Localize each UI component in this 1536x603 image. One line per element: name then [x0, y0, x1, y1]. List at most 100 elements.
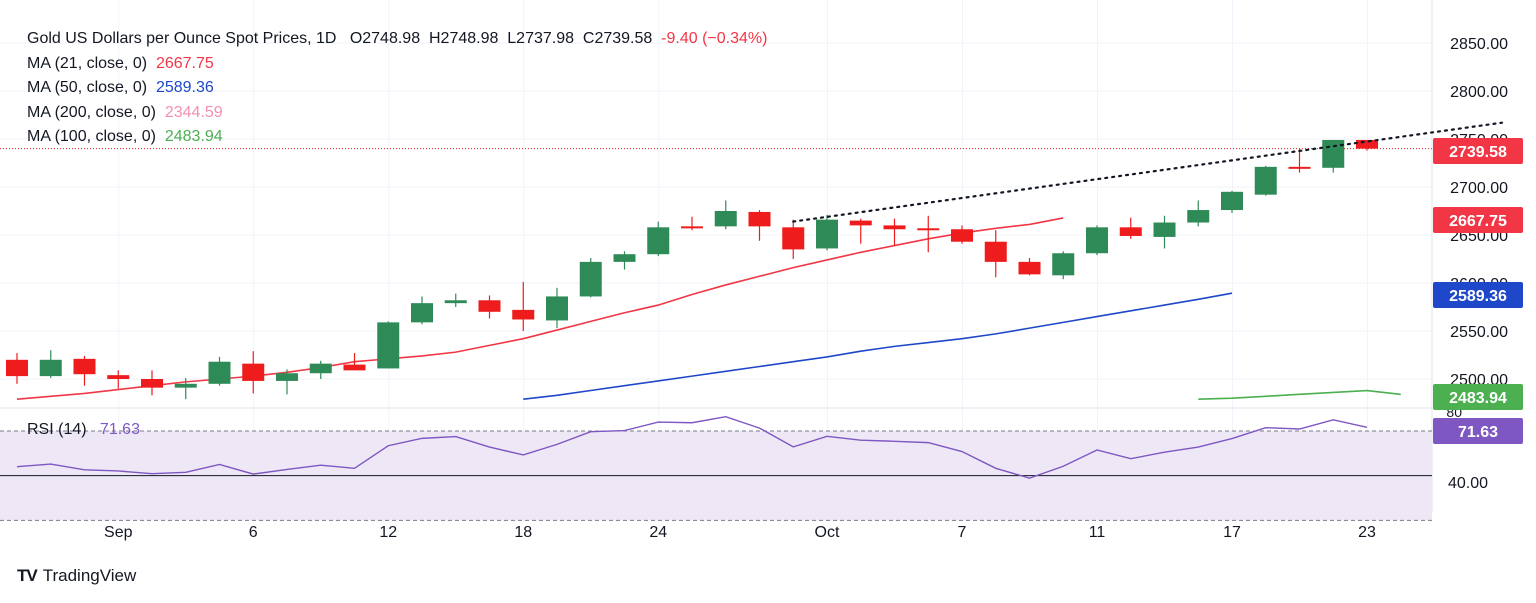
rsi-label: RSI (14) — [27, 421, 87, 438]
candle — [984, 230, 1007, 278]
candle — [276, 369, 298, 395]
legend-high: H2748.98 — [428, 30, 499, 47]
legend-ma21[interactable]: MA (21, close, 0) 2667.75 — [27, 52, 767, 77]
rsi-line — [16, 415, 1368, 479]
candle-body — [681, 226, 703, 229]
candle — [39, 350, 62, 379]
time-tick-label: 24 — [649, 524, 667, 541]
candle — [1086, 225, 1108, 256]
candle-body — [1187, 210, 1210, 223]
time-tick-label: 23 — [1358, 524, 1376, 541]
candle-body — [444, 300, 467, 304]
candle — [377, 321, 400, 369]
price-label-badge: 2483.94 — [1433, 384, 1523, 410]
candle — [816, 214, 838, 251]
candle-body — [1018, 261, 1041, 275]
candle-body — [714, 211, 737, 227]
price-tick-label: 2700.00 — [1450, 180, 1508, 197]
price-label-badge: 2739.58 — [1433, 138, 1523, 164]
candle — [748, 210, 771, 241]
price-label-text: 71.63 — [1458, 424, 1498, 441]
candle — [1356, 139, 1378, 151]
candle-body — [276, 373, 298, 381]
time-axis[interactable]: Sep 6 12 18 24 Oct 7 11 17 23 — [104, 524, 1376, 541]
time-tick-label: 7 — [958, 524, 967, 541]
candle-body — [73, 358, 96, 375]
candle-body — [1052, 253, 1075, 276]
candle — [1187, 200, 1210, 227]
candle — [546, 287, 568, 329]
ma21-label: MA (21, close, 0) — [27, 54, 148, 72]
ma50-label: MA (50, close, 0) — [27, 79, 148, 96]
candle-body — [6, 359, 28, 377]
candle-body — [748, 211, 771, 227]
candle — [1052, 251, 1075, 280]
price-label-bg — [1433, 207, 1523, 233]
candle — [681, 216, 703, 231]
candle-body — [208, 361, 231, 384]
time-tick-label: 6 — [249, 524, 258, 541]
candle — [1153, 215, 1176, 249]
price-label-bg — [1433, 138, 1523, 164]
ma50-line — [523, 292, 1233, 400]
legend-ma200[interactable]: MA (200, close, 0) 2344.59 — [27, 101, 767, 126]
candle — [444, 293, 467, 307]
time-tick-label: 11 — [1089, 524, 1106, 541]
candle — [6, 353, 28, 384]
candle — [309, 360, 332, 379]
candle-body — [849, 220, 872, 226]
time-tick-label: Oct — [815, 524, 840, 541]
candle — [141, 370, 163, 396]
candle — [613, 251, 636, 270]
price-label-text: 2739.58 — [1449, 144, 1507, 161]
candle — [647, 221, 670, 257]
moving-average-lines — [0, 148, 1432, 400]
price-labels: 2739.58 2667.75 2589.36 2483.94 71.63 — [1433, 138, 1523, 444]
candle-body — [951, 229, 973, 242]
candle — [579, 258, 602, 298]
candle — [1119, 217, 1142, 239]
candle — [174, 378, 197, 400]
ma21-line — [16, 217, 1064, 400]
legend-close: C2739.58 — [582, 30, 653, 47]
ma100-line — [1198, 389, 1401, 400]
legend-ma100[interactable]: MA (100, close, 0) 2483.94 — [27, 125, 767, 150]
candle — [1221, 190, 1243, 213]
rsi-legend[interactable]: RSI (14) 71.63 — [27, 421, 140, 439]
candle — [714, 200, 737, 230]
price-label-bg — [1433, 418, 1523, 444]
tradingview-logo-icon: TV — [17, 566, 38, 585]
time-tick-label: Sep — [104, 524, 133, 541]
legend-ma50[interactable]: MA (50, close, 0) 2589.36 — [27, 76, 767, 101]
candle-body — [512, 309, 535, 320]
grid-lines — [0, 0, 1433, 514]
candle-body — [242, 363, 265, 381]
candle — [208, 356, 231, 386]
candle-body — [613, 254, 636, 262]
candle — [849, 218, 872, 244]
candle — [411, 296, 433, 325]
candle — [478, 295, 501, 319]
ma200-label: MA (200, close, 0) — [27, 103, 156, 121]
candlestick-series — [6, 139, 1378, 400]
symbol-title[interactable]: Gold US Dollars per Ounce Spot Prices, 1… — [27, 30, 337, 47]
candle-body — [411, 303, 433, 323]
price-label-badge: 2589.36 — [1433, 282, 1523, 308]
price-label-text: 2483.94 — [1449, 390, 1507, 407]
candle-body — [1221, 191, 1243, 211]
price-label-text: 2589.36 — [1449, 288, 1507, 305]
price-label-badge: 2667.75 — [1433, 207, 1523, 233]
candle — [951, 225, 973, 244]
ma50-value: 2589.36 — [155, 79, 214, 96]
resistance-trendline — [792, 121, 1504, 223]
candle-body — [883, 225, 906, 230]
candle-body — [647, 227, 670, 255]
candle-body — [1086, 227, 1108, 254]
price-tick-label: 2550.00 — [1450, 324, 1508, 341]
candle — [1288, 148, 1311, 173]
legend-open: O2748.98 — [349, 30, 421, 47]
candle — [1018, 258, 1041, 276]
legend-change: -9.40 (−0.34%) — [661, 30, 768, 47]
tradingview-brand[interactable]: TV TradingView — [17, 566, 136, 586]
